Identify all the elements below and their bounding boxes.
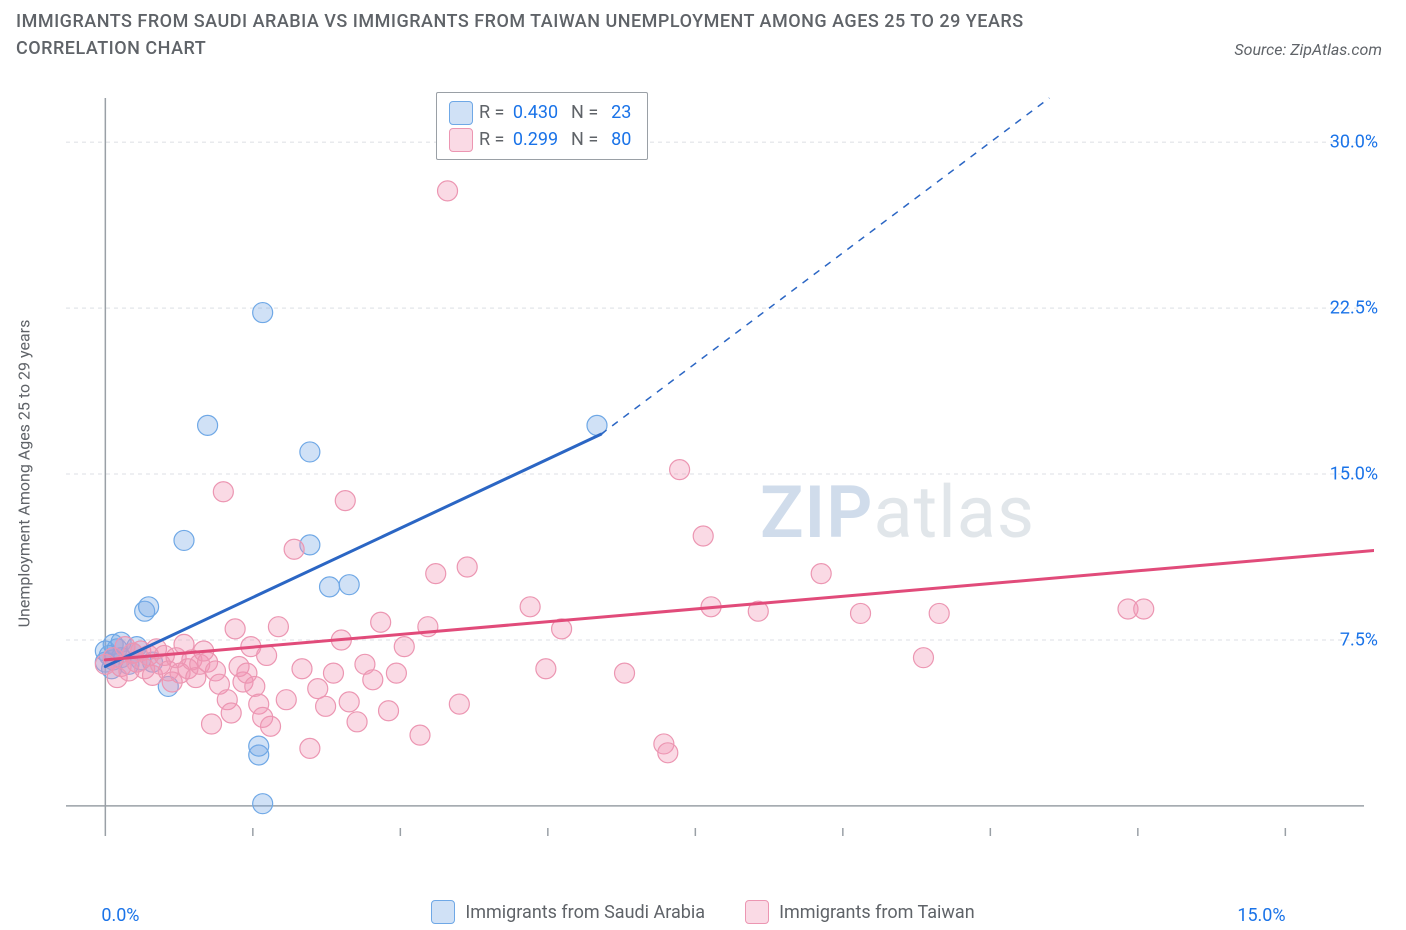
y-axis-label-container: Unemployment Among Ages 25 to 29 years: [14, 88, 34, 858]
plot-svg: [56, 88, 1374, 858]
legend-swatch: [449, 101, 473, 125]
stats-text: R = 0.430 N = 23: [479, 99, 635, 126]
stats-legend-row: R = 0.299 N = 80: [449, 126, 635, 153]
title-row: IMMIGRANTS FROM SAUDI ARABIA VS IMMIGRAN…: [16, 8, 1390, 62]
y-tick-label: 15.0%: [1330, 464, 1378, 485]
legend-swatch: [431, 900, 455, 924]
chart-title: IMMIGRANTS FROM SAUDI ARABIA VS IMMIGRAN…: [16, 8, 1146, 62]
stats-legend-box: R = 0.430 N = 23 R = 0.299 N = 80: [436, 92, 648, 160]
legend-item: Immigrants from Saudi Arabia: [431, 900, 705, 924]
y-tick-label: 30.0%: [1330, 132, 1378, 153]
legend-label: Immigrants from Saudi Arabia: [465, 902, 705, 923]
legend-swatch: [449, 128, 473, 152]
plot-area: [56, 88, 1374, 858]
bottom-legend: Immigrants from Saudi Arabia Immigrants f…: [0, 900, 1406, 924]
legend-swatch: [745, 900, 769, 924]
stats-text: R = 0.299 N = 80: [479, 126, 635, 153]
y-tick-label: 22.5%: [1330, 298, 1378, 319]
source-credit: Source: ZipAtlas.com: [1234, 40, 1382, 59]
stats-legend-row: R = 0.430 N = 23: [449, 99, 635, 126]
legend-label: Immigrants from Taiwan: [779, 902, 975, 923]
y-axis-label: Unemployment Among Ages 25 to 29 years: [15, 319, 34, 627]
legend-item: Immigrants from Taiwan: [745, 900, 975, 924]
chart-container: IMMIGRANTS FROM SAUDI ARABIA VS IMMIGRAN…: [0, 0, 1406, 930]
y-tick-label: 7.5%: [1340, 629, 1378, 650]
